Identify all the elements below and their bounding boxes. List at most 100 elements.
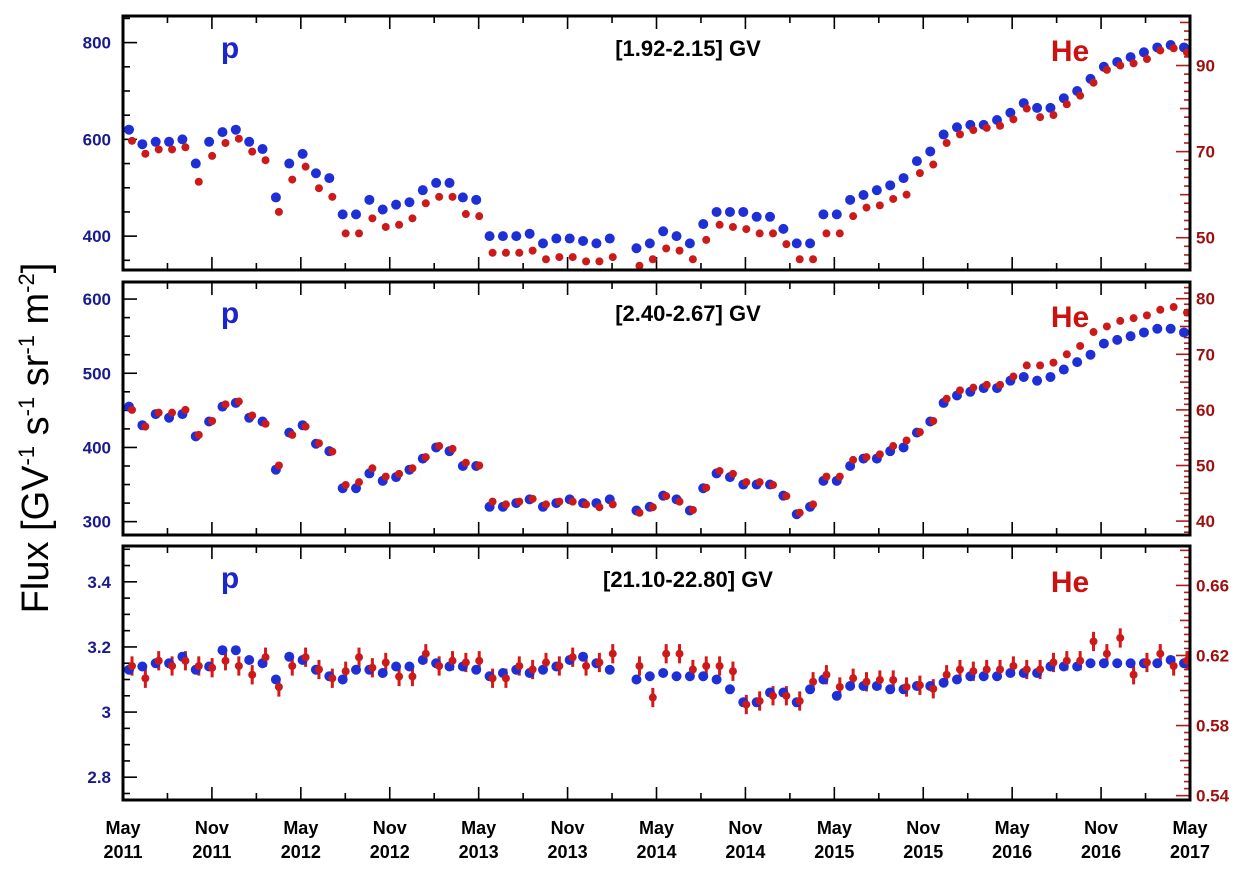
helium-point	[528, 494, 537, 503]
helium-point	[435, 442, 444, 451]
y-left-tick-label: 600	[83, 130, 111, 149]
x-tick-year-label: 2014	[636, 842, 676, 862]
helium-point	[355, 478, 364, 487]
helium-point	[929, 684, 938, 693]
proton-point	[724, 684, 735, 695]
helium-point	[568, 497, 577, 506]
y-left-tick-label: 400	[83, 227, 111, 246]
proton-point	[244, 654, 255, 665]
proton-point	[471, 664, 482, 675]
helium-point	[541, 658, 550, 667]
proton-point	[270, 192, 281, 203]
proton-point	[631, 243, 642, 254]
proton-point	[1112, 658, 1123, 669]
x-tick-year-label: 2014	[725, 842, 765, 862]
proton-point	[698, 219, 709, 230]
proton-point	[537, 664, 548, 675]
proton-point	[658, 226, 669, 237]
helium-point	[822, 670, 831, 679]
helium-point	[715, 220, 724, 229]
proton-point	[658, 668, 669, 678]
proton-point	[257, 144, 268, 155]
helium-point	[955, 130, 964, 139]
proton-point	[911, 156, 922, 167]
proton-point	[818, 209, 829, 220]
helium-point	[942, 394, 951, 403]
helium-point	[1036, 361, 1045, 370]
helium-point	[835, 229, 844, 238]
helium-point	[395, 220, 404, 229]
helium-point	[1129, 59, 1138, 68]
x-tick-month-label: Nov	[728, 818, 762, 838]
helium-point	[1102, 649, 1111, 658]
helium-point	[541, 255, 550, 264]
proton-point	[1152, 323, 1163, 334]
helium-point	[221, 400, 230, 409]
helium-point	[1156, 305, 1165, 314]
proton-point	[1085, 349, 1096, 360]
helium-point	[1062, 656, 1071, 665]
helium-point	[769, 691, 778, 700]
helium-point	[555, 661, 564, 670]
helium-point	[755, 478, 764, 487]
proton-point	[992, 671, 1003, 682]
helium-point	[234, 397, 243, 406]
helium-point	[969, 667, 978, 676]
helium-point	[448, 444, 457, 453]
x-tick-year-label: 2013	[459, 842, 499, 862]
proton-point	[1152, 658, 1163, 669]
helium-point	[582, 661, 591, 670]
y-right-tick-label: 0.62	[1196, 646, 1229, 665]
helium-point	[368, 464, 377, 473]
helium-point	[835, 683, 844, 692]
proton-point	[471, 194, 482, 205]
helium-point	[515, 248, 524, 257]
helium-point	[929, 417, 938, 426]
helium-point	[675, 246, 684, 255]
helium-point	[1129, 314, 1138, 323]
helium-point	[1142, 55, 1151, 64]
helium-point	[141, 674, 150, 683]
proton-point	[364, 194, 375, 205]
helium-point	[662, 244, 671, 253]
proton-point	[791, 238, 802, 249]
proton-point	[310, 168, 321, 179]
helium-point	[996, 380, 1005, 389]
helium-point	[942, 139, 951, 147]
helium-point	[1076, 341, 1085, 350]
helium-point	[902, 436, 911, 445]
helium-point	[608, 253, 617, 262]
y-right-tick-label: 0.58	[1196, 717, 1229, 736]
x-tick-year-label: 2011	[192, 842, 231, 862]
y-left-tick-label: 400	[83, 438, 111, 457]
helium-point	[288, 430, 297, 439]
x-tick-year-label: 2016	[992, 842, 1032, 862]
helium-point	[314, 439, 323, 448]
helium-point	[328, 674, 337, 683]
proton-point	[738, 206, 749, 217]
rigidity-range-label: [2.40-2.67] GV	[615, 301, 761, 326]
helium-point	[902, 190, 911, 199]
helium-point	[248, 670, 257, 679]
helium-point	[809, 677, 818, 686]
x-tick-year-label: 2017	[1170, 842, 1210, 862]
helium-point	[1076, 656, 1085, 665]
proton-point	[925, 146, 936, 157]
helium-point	[208, 151, 217, 160]
helium-point	[849, 674, 858, 683]
helium-point	[1102, 65, 1111, 74]
helium-point	[955, 665, 964, 674]
helium-point	[929, 160, 938, 169]
x-tick-month-label: Nov	[195, 818, 229, 838]
y-left-tick-label: 3.2	[87, 638, 111, 657]
helium-point	[1076, 91, 1085, 100]
helium-point	[181, 143, 190, 152]
proton-point	[377, 204, 388, 215]
helium-point	[1009, 661, 1018, 670]
helium-point	[234, 661, 243, 670]
y-right-tick-label: 50	[1196, 229, 1215, 248]
helium-point	[1142, 658, 1151, 667]
x-tick-year-label: 2012	[281, 842, 321, 862]
proton-point	[204, 136, 215, 147]
